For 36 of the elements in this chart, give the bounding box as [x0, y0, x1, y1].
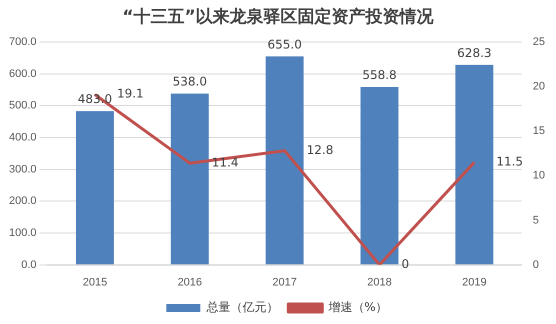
data-label: 19.1	[116, 86, 144, 101]
data-label: 11.4	[212, 155, 239, 170]
x-tick-label: 2018	[367, 276, 392, 288]
x-tick-label: 2016	[178, 276, 202, 288]
y-tick-label: 200.0	[8, 195, 37, 208]
x-tick-label: 2015	[82, 276, 108, 288]
y2-tick-label: 15	[532, 125, 546, 138]
y-tick-label: 300.0	[8, 163, 37, 176]
legend-label: 总量（亿元）	[205, 300, 278, 314]
y2-tick-label: 20	[532, 80, 546, 93]
data-label: 655.0	[267, 37, 302, 52]
data-label: 558.8	[362, 68, 397, 82]
y-tick-label: 400.0	[8, 132, 37, 144]
y2-tick-label: 0	[532, 258, 539, 271]
x-tick-label: 2017	[272, 276, 297, 288]
y-tick-label: 600.0	[8, 68, 37, 80]
data-label: 628.3	[457, 46, 492, 60]
y-tick-label: 700.0	[8, 36, 37, 48]
y-tick-label: 500.0	[8, 100, 37, 112]
data-label: 12.8	[306, 142, 334, 157]
data-label: 11.5	[496, 154, 524, 168]
legend-label: 增速（%）	[327, 300, 388, 314]
y2-tick-label: 25	[532, 36, 546, 48]
bar	[360, 86, 398, 264]
chart-title: “十三五”以来龙泉驿区固定资产投资情况	[121, 6, 435, 29]
data-label: 538.0	[172, 74, 207, 89]
y2-tick-label: 10	[532, 170, 546, 182]
x-tick-label: 2019	[462, 276, 487, 288]
y-tick-label: 0.0	[21, 258, 37, 271]
bar	[76, 111, 114, 264]
y-tick-label: 100.0	[8, 227, 37, 240]
bar	[266, 56, 304, 264]
bar	[170, 94, 209, 264]
data-label: 0	[401, 256, 410, 271]
y2-tick-label: 5	[532, 214, 539, 226]
bar	[455, 64, 494, 264]
